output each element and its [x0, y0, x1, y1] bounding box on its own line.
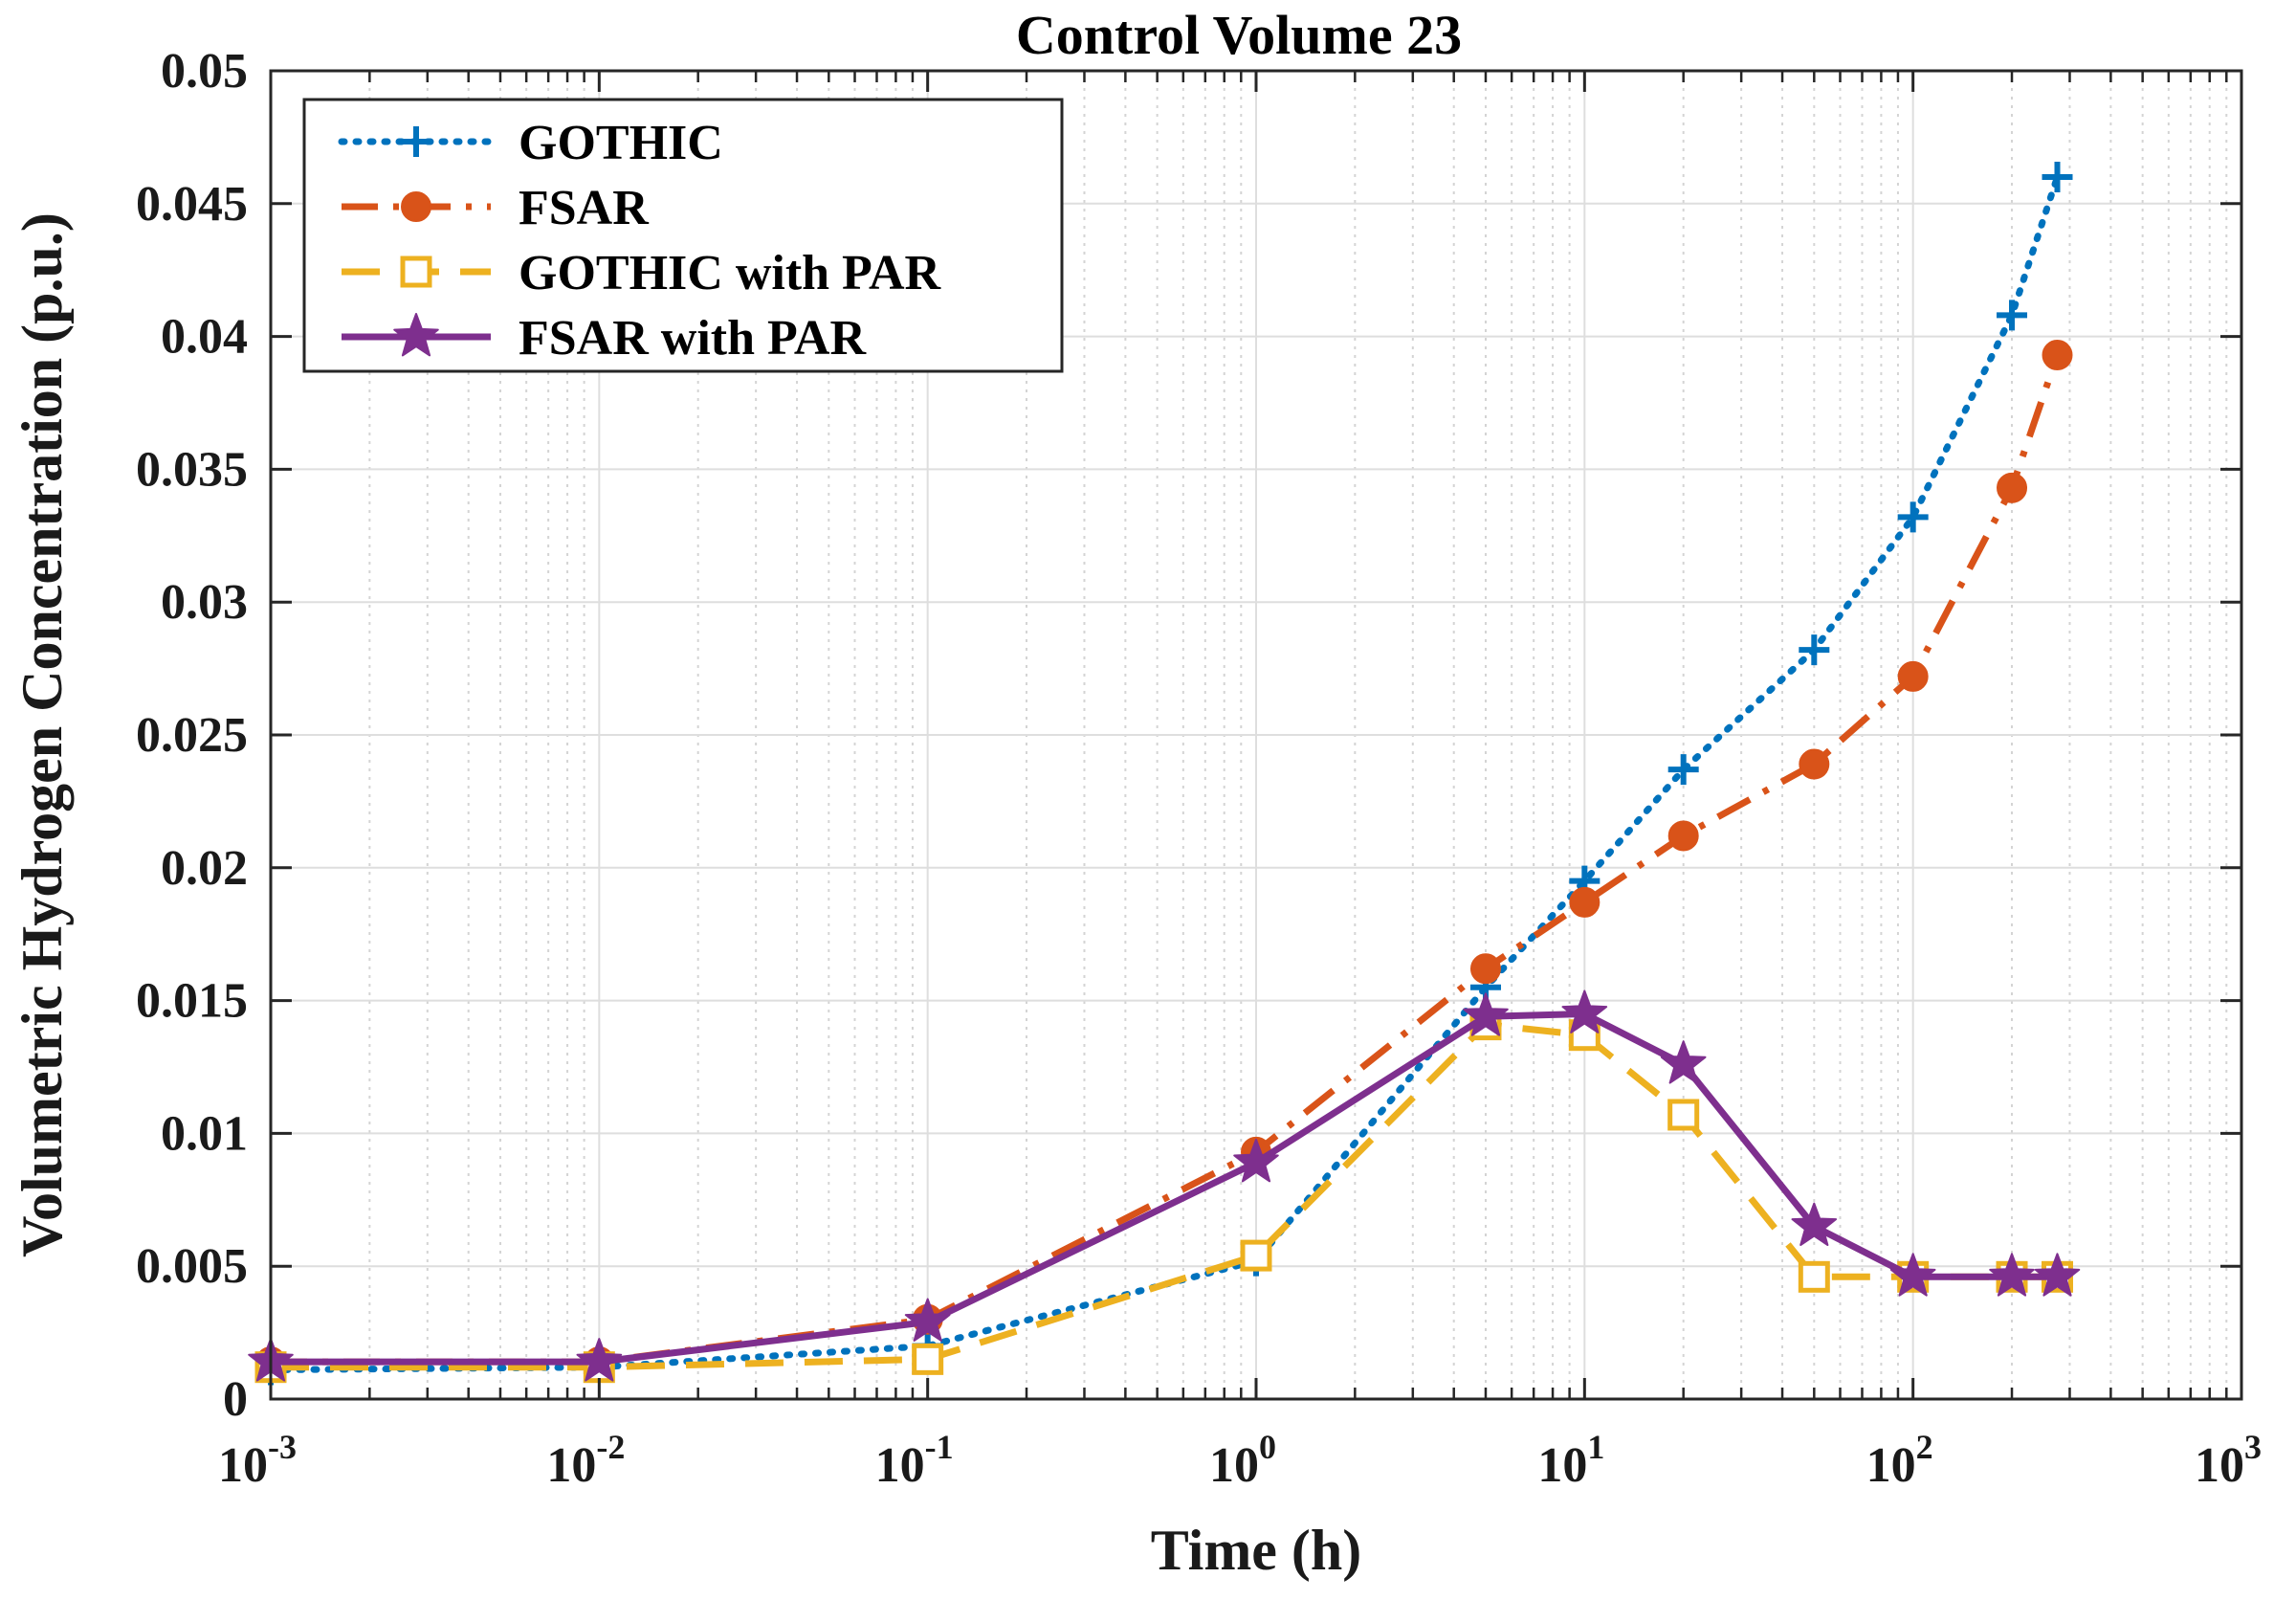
x-tick-exponent: -2 [596, 1428, 625, 1466]
y-tick-label: 0.01 [161, 1106, 248, 1161]
x-tick-exponent: 3 [2244, 1428, 2262, 1466]
x-tick-base: 10 [1209, 1438, 1259, 1493]
chart-title: Control Volume 23 [1016, 4, 1462, 66]
legend-label: FSAR [519, 181, 650, 235]
y-tick-label: 0.025 [136, 708, 248, 763]
data-point [1240, 1239, 1272, 1272]
y-tick-label: 0.045 [136, 177, 248, 232]
data-point [1798, 1260, 1830, 1293]
data-point [1889, 1253, 1936, 1297]
x-tick-label: 10-3 [218, 1428, 297, 1493]
y-tick-label: 0.05 [161, 44, 248, 99]
y-tick-label: 0.02 [161, 841, 248, 896]
data-point [1997, 472, 2028, 503]
x-tick-label: 100 [1209, 1428, 1276, 1493]
y-tick-labels: 0 0.005 0.01 0.015 0.02 0.025 0.03 0.035 0.04 0.0… [136, 44, 248, 1427]
data-point [912, 1343, 944, 1375]
data-point [2042, 162, 2073, 193]
axis-ticks [269, 69, 2243, 1401]
data-point [1799, 748, 1830, 780]
legend-label: FSAR with PAR [519, 311, 867, 366]
x-tick-base: 10 [546, 1438, 596, 1493]
x-tick-exponent: 0 [1259, 1428, 1276, 1466]
x-tick-exponent: 2 [1916, 1428, 1933, 1466]
x-tick-exponent: -1 [925, 1428, 954, 1466]
series-line [267, 173, 2061, 1373]
data-point [401, 126, 431, 157]
data-point [1667, 754, 1699, 786]
series-line [271, 353, 2061, 1366]
data-point [1791, 1202, 1838, 1246]
x-tick-base: 10 [218, 1438, 268, 1493]
y-tick-label: 0.03 [161, 575, 248, 630]
x-tick-label: 103 [2195, 1428, 2262, 1493]
y-tick-label: 0.035 [136, 442, 248, 497]
y-tick-label: 0.015 [136, 974, 248, 1029]
x-axis-label: Time (h) [1151, 1519, 1362, 1582]
x-tick-base: 10 [875, 1438, 925, 1493]
data-point [2042, 340, 2073, 371]
data-point [1897, 660, 1929, 692]
x-tick-labels: 10-3 10-2 10-1 100 101 102 103 [218, 1428, 2262, 1493]
x-tick-exponent: 1 [1587, 1428, 1604, 1466]
legend-item: GOTHIC [338, 116, 723, 170]
data-point [1569, 886, 1601, 918]
data-point [1667, 820, 1699, 852]
legend-item: FSAR [342, 181, 650, 235]
data-point [393, 313, 439, 357]
legend: GOTHIC FSAR GOTHIC with PAR FSAR with PAR [302, 98, 1064, 373]
y-tick-label: 0.005 [136, 1239, 248, 1294]
x-tick-base: 10 [2195, 1438, 2244, 1493]
data-point [1997, 300, 2028, 331]
data-point [1660, 1040, 1707, 1084]
data-point [1667, 1099, 1700, 1131]
legend-label: GOTHIC with PAR [519, 246, 942, 300]
data-point [1233, 1138, 1279, 1183]
x-tick-base: 10 [1866, 1438, 1916, 1493]
x-tick-base: 10 [1537, 1438, 1587, 1493]
data-point [576, 1338, 623, 1382]
data-point [1897, 501, 1929, 533]
legend-label: GOTHIC [519, 116, 723, 170]
x-tick-label: 102 [1866, 1428, 1933, 1493]
x-tick-label: 101 [1537, 1428, 1604, 1493]
data-point [1469, 953, 1501, 985]
x-tick-exponent: -3 [268, 1428, 297, 1466]
series-fsar-with-par [248, 989, 2081, 1382]
y-tick-label: 0.04 [161, 310, 248, 365]
series-layer [248, 162, 2081, 1386]
data-point [1561, 989, 1608, 1033]
data-point [1463, 992, 1509, 1036]
data-point [400, 256, 432, 288]
data-point [2034, 1253, 2081, 1297]
legend-item: GOTHIC with PAR [342, 246, 942, 300]
y-tick-label: 0 [223, 1372, 248, 1427]
legend-item: FSAR with PAR [342, 311, 867, 366]
x-tick-label: 10-2 [546, 1428, 625, 1493]
data-point [904, 1298, 951, 1342]
data-point [1989, 1253, 2035, 1297]
x-tick-label: 10-1 [875, 1428, 954, 1493]
y-axis-label: Volumetric Hydrogen Concentration (p.u.) [11, 212, 74, 1257]
data-point [1799, 634, 1830, 666]
data-point [401, 191, 431, 222]
